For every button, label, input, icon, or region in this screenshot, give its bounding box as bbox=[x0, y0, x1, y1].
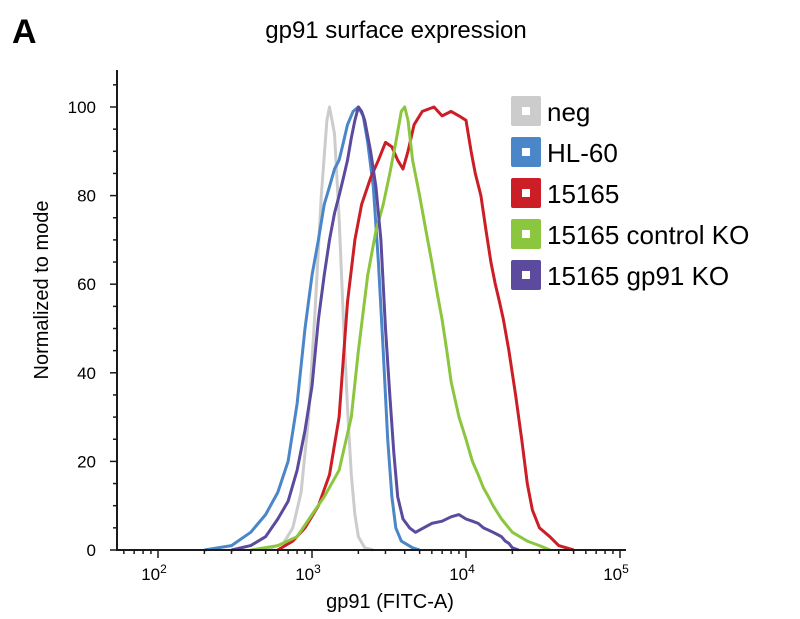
y-tick-label: 100 bbox=[68, 98, 96, 117]
legend-label: 15165 bbox=[547, 179, 619, 209]
y-tick-label: 60 bbox=[77, 275, 96, 294]
y-axis-label: Normalized to mode bbox=[31, 201, 53, 380]
legend-item-4: 15165 gp91 KO bbox=[511, 260, 729, 291]
x-tick-label: 104 bbox=[449, 562, 475, 584]
legend-label: 15165 control KO bbox=[547, 220, 749, 250]
series-line-4 bbox=[231, 105, 520, 552]
series-line-1 bbox=[204, 105, 421, 552]
panel-label: A bbox=[12, 13, 37, 51]
legend-swatch-dot bbox=[522, 107, 530, 115]
chart-title: gp91 surface expression bbox=[265, 17, 527, 44]
legend: neg HL-60 15165 15165 control KO 15165 gp91 … bbox=[511, 96, 749, 291]
legend-label: HL-60 bbox=[547, 138, 618, 168]
series-line-2 bbox=[277, 105, 575, 552]
series-line-3 bbox=[250, 105, 551, 552]
plot-lines bbox=[204, 105, 575, 552]
y-tick-label: 80 bbox=[77, 187, 96, 206]
y-ticks: 0 20 40 60 80 100 bbox=[68, 84, 117, 560]
legend-item-3: 15165 control KO bbox=[511, 219, 749, 250]
series-line-0 bbox=[265, 105, 374, 552]
y-tick-label: 20 bbox=[77, 452, 96, 471]
legend-item-1: HL-60 bbox=[511, 137, 618, 168]
legend-label: neg bbox=[547, 97, 590, 127]
x-ticks: 102 103 104 105 bbox=[123, 550, 629, 584]
legend-swatch-dot bbox=[522, 230, 530, 238]
legend-swatch-dot bbox=[522, 189, 530, 197]
y-tick-label: 0 bbox=[87, 541, 96, 560]
legend-swatch-dot bbox=[522, 271, 530, 279]
legend-label: 15165 gp91 KO bbox=[547, 261, 729, 291]
x-tick-label: 105 bbox=[603, 562, 629, 584]
x-tick-label: 102 bbox=[141, 562, 167, 584]
legend-item-2: 15165 bbox=[511, 178, 619, 209]
legend-item-0: neg bbox=[511, 96, 590, 127]
x-axis-label: gp91 (FITC-A) bbox=[326, 591, 454, 613]
legend-swatch-dot bbox=[522, 148, 530, 156]
y-tick-label: 40 bbox=[77, 364, 96, 383]
x-tick-label: 103 bbox=[295, 562, 321, 584]
